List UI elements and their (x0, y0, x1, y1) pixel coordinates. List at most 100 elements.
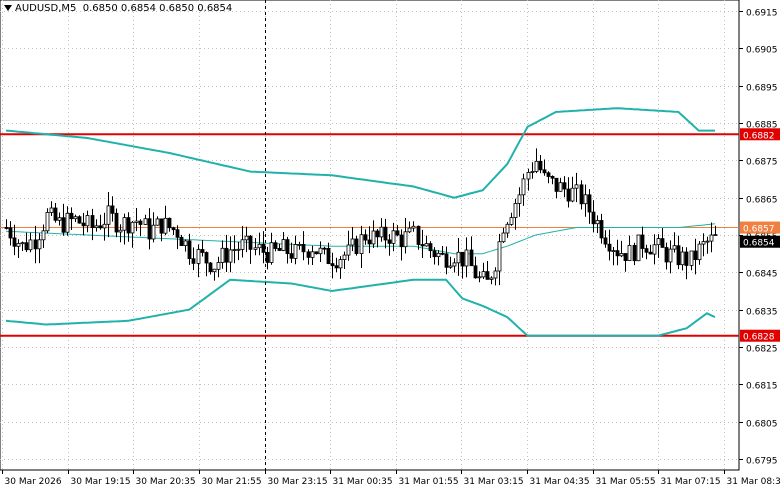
x-tick-label: 31 Mar 05:55 (596, 477, 656, 487)
candle-body (428, 243, 433, 252)
chart-title: AUDUSD,M5 0.6850 0.6854 0.6850 0.6854 (4, 3, 232, 14)
candle-body (65, 212, 70, 233)
candle-body (660, 238, 665, 248)
candle-body (354, 238, 359, 255)
y-tick-label: 0.6845 (746, 270, 778, 280)
candle-body (4, 227, 9, 229)
candle-body (644, 248, 649, 253)
candle-body (45, 212, 50, 232)
candle-body (277, 247, 282, 251)
candle-body (619, 253, 624, 257)
candle-body (257, 243, 262, 249)
candle-body (138, 220, 143, 225)
candle-body (151, 224, 156, 240)
candle-body (261, 243, 266, 253)
candle-body (220, 247, 225, 263)
candle-body (179, 236, 184, 247)
candle-body (656, 238, 661, 246)
level-price-label: 0.6828 (743, 333, 775, 343)
candle-body (623, 253, 628, 261)
candle-body (81, 222, 86, 227)
candle-body (566, 188, 571, 202)
candle-body (350, 238, 355, 246)
y-tick-label: 0.6895 (746, 84, 778, 94)
x-tick-label: 31 Mar 01:55 (399, 477, 459, 487)
candle-body (134, 220, 139, 223)
candle-body (456, 251, 461, 264)
candle-body (248, 235, 253, 250)
candle-body (664, 247, 669, 263)
level-price-label: 0.6882 (743, 131, 775, 141)
candle-body (143, 218, 148, 225)
candle-body (322, 247, 327, 250)
candle-body (159, 218, 164, 234)
x-tick-label: 30 Mar 21:55 (202, 477, 262, 487)
candle-body (444, 253, 449, 268)
candle-body (562, 182, 567, 190)
x-tick-label: 30 Mar 19:15 (71, 477, 131, 487)
candle-body (615, 250, 620, 257)
candle-body (20, 242, 25, 245)
candle-body (387, 239, 392, 244)
candle-body (424, 243, 429, 247)
candle-body (106, 205, 111, 225)
candle-body (334, 265, 339, 269)
candle-body (407, 227, 412, 233)
candle-body (452, 262, 457, 267)
candle-body (473, 265, 478, 279)
current-price-label: 0.6854 (743, 239, 775, 249)
candle-body (403, 231, 408, 248)
y-tick-label: 0.6815 (746, 382, 778, 392)
x-tick-label: 31 Mar 00:35 (333, 477, 393, 487)
level-price-tag (740, 329, 780, 342)
candle-body (228, 249, 233, 263)
candle-body (236, 248, 241, 251)
candle-body (359, 234, 364, 254)
candle-body (448, 265, 453, 268)
candle-body (8, 227, 13, 239)
candles (4, 148, 718, 286)
candle-body (208, 262, 213, 273)
candle-body (636, 234, 641, 262)
y-tick-label: 0.6835 (746, 308, 778, 318)
x-tick-label: 31 Mar 07:15 (661, 477, 721, 487)
candle-body (196, 249, 201, 264)
candle-body (12, 237, 17, 247)
candle-body (684, 251, 689, 266)
candle-body (53, 207, 58, 221)
candle-body (464, 249, 469, 267)
candle-body (680, 251, 685, 266)
candle-body (338, 259, 343, 269)
dropdown-triangle-icon[interactable] (4, 5, 12, 11)
candle-body (460, 251, 465, 267)
candle-body (118, 229, 123, 233)
time-axis[interactable]: 30 Mar 2026 30 Mar 19:15 30 Mar 20:35 30 Ma… (2, 470, 781, 487)
candle-body (709, 234, 714, 242)
upper-band (5, 107, 715, 199)
candle-body (668, 248, 673, 263)
candle-body (367, 239, 372, 245)
candle-body (90, 215, 95, 229)
candle-body (574, 184, 579, 189)
candle-body (281, 239, 286, 251)
candle-body (49, 207, 54, 213)
candle-body (627, 244, 632, 261)
candle-body (85, 215, 90, 227)
y-tick-label: 0.6875 (746, 158, 778, 168)
x-tick-label: 31 Mar 04:35 (530, 477, 590, 487)
candle-body (603, 237, 608, 245)
candle-body (509, 217, 514, 225)
candle-body (693, 250, 698, 261)
candle-body (200, 249, 205, 253)
price-axis[interactable]: 0.6915 0.6905 0.6895 0.6885 0.6875 0.6865 0.68… (739, 9, 780, 467)
candle-body (672, 245, 677, 250)
current-price-tag (740, 235, 780, 248)
candle-body (216, 262, 221, 270)
candle-body (57, 217, 62, 221)
level-price-tag (740, 128, 780, 141)
candle-body (293, 244, 298, 259)
candle-body (489, 277, 494, 280)
candle-body (538, 160, 543, 171)
